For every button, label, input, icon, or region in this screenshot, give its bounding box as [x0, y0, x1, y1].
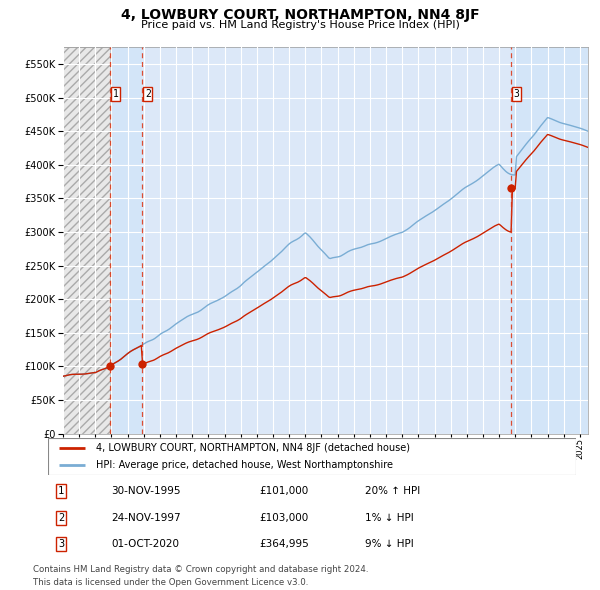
Bar [63, 47, 110, 434]
Text: 20% ↑ HPI: 20% ↑ HPI [365, 486, 420, 496]
Text: 4, LOWBURY COURT, NORTHAMPTON, NN4 8JF: 4, LOWBURY COURT, NORTHAMPTON, NN4 8JF [121, 8, 479, 22]
Bar [63, 47, 110, 434]
Bar [110, 47, 142, 434]
Text: 4, LOWBURY COURT, NORTHAMPTON, NN4 8JF (detached house): 4, LOWBURY COURT, NORTHAMPTON, NN4 8JF (… [95, 443, 410, 453]
Text: 2: 2 [145, 89, 151, 99]
Text: 01-OCT-2020: 01-OCT-2020 [112, 539, 179, 549]
Text: £103,000: £103,000 [259, 513, 308, 523]
Text: 1: 1 [58, 486, 64, 496]
Text: 1% ↓ HPI: 1% ↓ HPI [365, 513, 413, 523]
Text: 9% ↓ HPI: 9% ↓ HPI [365, 539, 413, 549]
Text: 1: 1 [113, 89, 118, 99]
Text: 3: 3 [514, 89, 520, 99]
Text: £101,000: £101,000 [259, 486, 308, 496]
Text: Price paid vs. HM Land Registry's House Price Index (HPI): Price paid vs. HM Land Registry's House … [140, 20, 460, 30]
Bar [511, 47, 588, 434]
Text: Contains HM Land Registry data © Crown copyright and database right 2024.
This d: Contains HM Land Registry data © Crown c… [33, 565, 368, 586]
Text: £364,995: £364,995 [259, 539, 309, 549]
Text: 24-NOV-1997: 24-NOV-1997 [112, 513, 181, 523]
Text: 2: 2 [58, 513, 64, 523]
Text: HPI: Average price, detached house, West Northamptonshire: HPI: Average price, detached house, West… [95, 460, 392, 470]
Text: 30-NOV-1995: 30-NOV-1995 [112, 486, 181, 496]
Text: 3: 3 [58, 539, 64, 549]
